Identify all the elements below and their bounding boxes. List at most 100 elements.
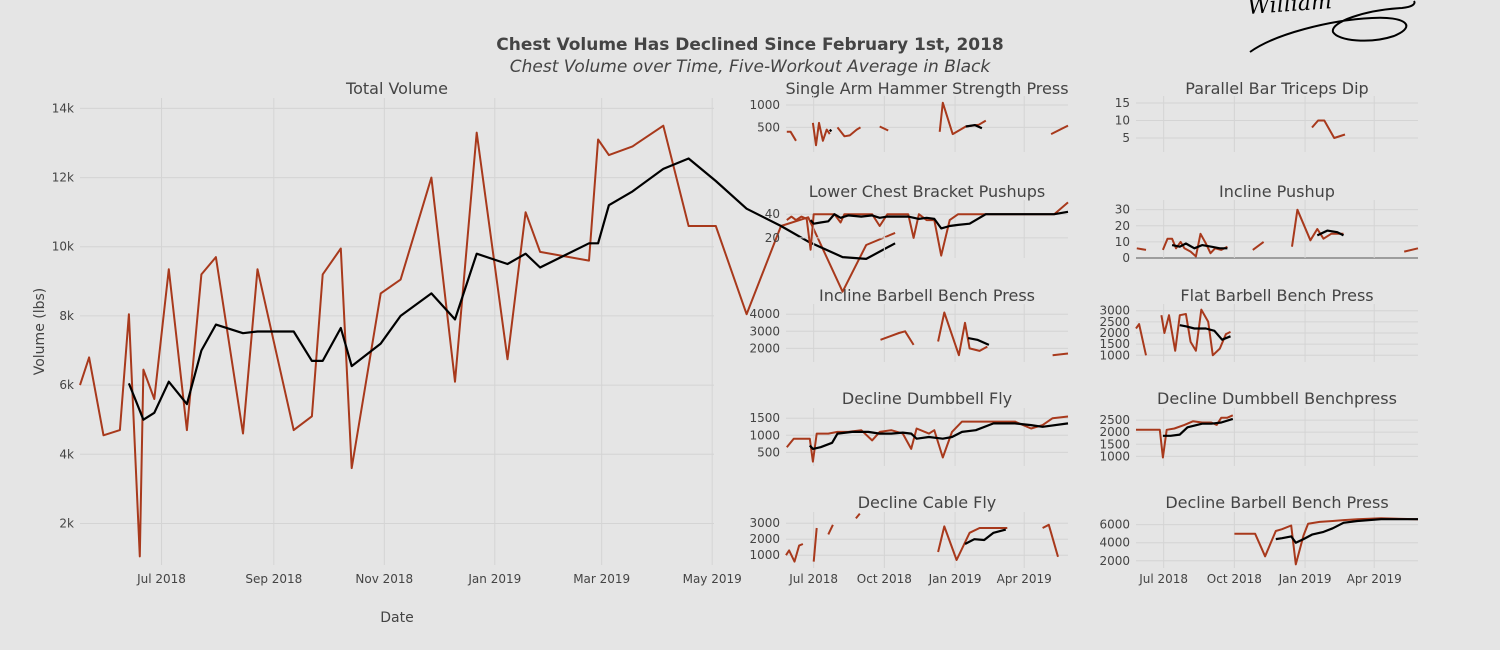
volume-line (1052, 352, 1069, 357)
average-line (828, 128, 833, 133)
panel-title: Single Arm Hammer Strength Press (785, 79, 1068, 98)
y-tick-label: 1500 (749, 411, 780, 425)
volume-line (1252, 241, 1265, 251)
y-tick-label: 2500 (1099, 315, 1130, 329)
x-tick-label: Mar 2019 (573, 572, 630, 586)
chart-parallel-dip: Parallel Bar Triceps Dip 5 10 15 (1115, 79, 1418, 152)
signature-flourish (1249, 0, 1416, 53)
x-tick-label: May 2019 (683, 572, 742, 586)
x-tick-label: Jul 2018 (788, 572, 838, 586)
panel-title: Parallel Bar Triceps Dip (1185, 79, 1368, 98)
chart-decline-cable-fly: Decline Cable Fly 1000 2000 3000 Jul 2018 Oct… (749, 493, 1068, 586)
y-tick-label: 10 (1115, 235, 1130, 249)
y-tick-label: 2000 (1099, 554, 1130, 568)
y-tick-label: 2k (59, 516, 74, 530)
y-tick-label: 6k (59, 378, 74, 392)
volume-line (785, 543, 804, 563)
volume-line (1311, 119, 1346, 139)
volume-line (786, 201, 1069, 257)
volume-line (938, 101, 987, 136)
y-tick-label: 6000 (1099, 518, 1130, 532)
chart-single-arm: Single Arm Hammer Strength Press 500 1000 (749, 79, 1069, 152)
y-tick-label: 1000 (749, 428, 780, 442)
volume-line (937, 311, 988, 357)
x-tick-label: Nov 2018 (355, 572, 413, 586)
y-tick-label: 3000 (1099, 304, 1130, 318)
average-line (808, 422, 1069, 450)
average-line (1162, 417, 1234, 437)
average-line (1179, 324, 1231, 341)
chart-flat-barbell: Flat Barbell Bench Press 1000150020002500… (1099, 286, 1418, 362)
x-tick-label: Oct 2018 (857, 572, 912, 586)
volume-line (1403, 247, 1419, 253)
y-tick-label: 10k (52, 240, 74, 254)
x-axis-label: Date (380, 610, 413, 626)
signature-text: William (1247, 0, 1333, 20)
average-line (964, 528, 1007, 545)
volume-line (855, 512, 861, 520)
x-tick-label: Jul 2018 (1138, 572, 1188, 586)
y-tick-label: 4000 (1099, 536, 1130, 550)
y-tick-label: 2000 (749, 532, 780, 546)
main-title: Chest Volume Has Declined Since February… (496, 35, 1004, 55)
y-tick-label: 1500 (1099, 337, 1130, 351)
panel-title: Incline Pushup (1219, 182, 1335, 201)
panel-title: Lower Chest Bracket Pushups (809, 182, 1046, 201)
chart-decline-barbell: Decline Barbell Bench Press 2000 4000 6000 J… (1099, 493, 1419, 586)
y-tick-label: 2000 (1099, 326, 1130, 340)
average-line (965, 124, 983, 130)
panel-title: Decline Dumbbell Fly (842, 389, 1012, 408)
volume-line (786, 130, 797, 142)
charts-layer: Total Volume 2k 4k 6k 8k 10k 12k 14k Jul 2018 Sep… (32, 79, 1419, 626)
y-tick-label: 0 (1122, 251, 1130, 265)
x-tick-label: Jan 2019 (928, 572, 982, 586)
y-tick-label: 15 (1115, 96, 1130, 110)
chart-decline-db-fly: Decline Dumbbell Fly 500 1000 1500 (749, 389, 1069, 466)
x-tick-label: Sep 2018 (245, 572, 302, 586)
volume-line (1042, 523, 1059, 558)
volume-line (812, 527, 818, 562)
panel-title: Decline Barbell Bench Press (1165, 493, 1388, 512)
y-tick-label: 4000 (749, 307, 780, 321)
x-tick-label: Apr 2019 (997, 572, 1052, 586)
volume-line (786, 415, 1069, 463)
volume-line (1136, 414, 1234, 459)
y-tick-label: 3000 (749, 516, 780, 530)
volume-line (1161, 232, 1228, 258)
x-tick-label: Oct 2018 (1207, 572, 1262, 586)
chart-total: Total Volume 2k 4k 6k 8k 10k 12k 14k Jul 2018 Sep… (32, 79, 896, 626)
x-tick-label: Jan 2019 (467, 572, 521, 586)
average-line (1171, 242, 1228, 250)
panel-title: Decline Cable Fly (858, 493, 997, 512)
y-tick-label: 1000 (749, 548, 780, 562)
volume-line (880, 330, 915, 346)
y-tick-label: 20 (1115, 219, 1130, 233)
y-tick-label: 14k (52, 101, 74, 115)
y-tick-label: 3000 (749, 324, 780, 338)
panel-title: Incline Barbell Bench Press (819, 286, 1035, 305)
y-axis-label: Volume (lbs) (32, 288, 48, 376)
y-tick-label: 20 (765, 231, 780, 245)
volume-line (1136, 247, 1147, 251)
y-tick-label: 40 (765, 207, 780, 221)
panel-title: Decline Dumbbell Benchpress (1157, 389, 1397, 408)
volume-line (836, 126, 862, 138)
x-tick-label: Apr 2019 (1347, 572, 1402, 586)
panel-title: Flat Barbell Bench Press (1180, 286, 1373, 305)
average-line (127, 157, 896, 421)
volume-line (1160, 308, 1231, 357)
y-tick-label: 4k (59, 447, 74, 461)
signature-logo: William (1247, 0, 1416, 53)
y-tick-label: 500 (757, 120, 780, 134)
x-tick-label: Jul 2018 (136, 572, 186, 586)
chart-incline-barbell: Incline Barbell Bench Press 2000 3000 4000 (749, 286, 1069, 362)
volume-line (79, 124, 896, 558)
y-tick-label: 8k (59, 309, 74, 323)
volume-line (937, 525, 1008, 561)
y-tick-label: 12k (52, 171, 74, 185)
average-line (967, 337, 990, 346)
y-tick-label: 1000 (1099, 449, 1130, 463)
y-tick-label: 1500 (1099, 437, 1130, 451)
y-tick-label: 1000 (749, 98, 780, 112)
